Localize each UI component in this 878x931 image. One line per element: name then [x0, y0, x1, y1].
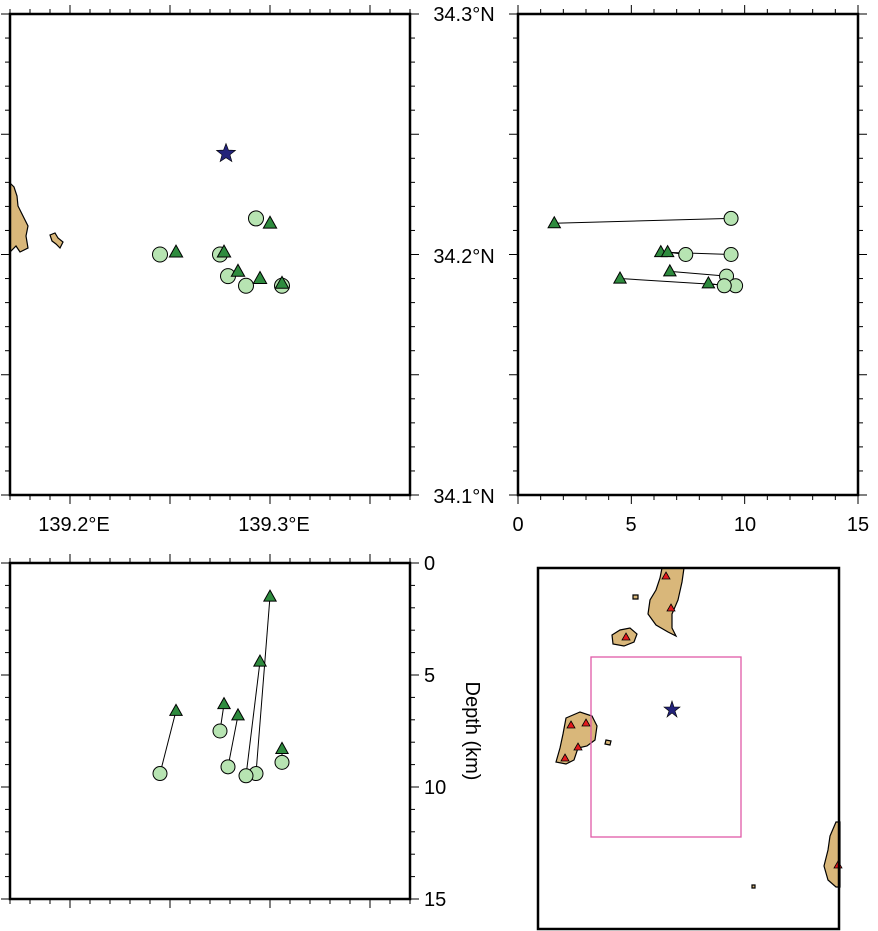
distance-plot-area: [547, 210, 744, 294]
depth-link-line: [159, 710, 177, 774]
depth-station-triangle: [274, 741, 290, 754]
inset-mainshock-star: [663, 700, 681, 718]
depth-tick-0: 0: [424, 553, 435, 575]
distance-tick-10: 10: [734, 514, 756, 536]
depth-panel: 0 5 10 15 Depth (km): [1, 553, 483, 911]
depth-tick-5: 5: [424, 665, 435, 687]
inset-stations: [560, 571, 843, 869]
depth-event-circle: [212, 723, 228, 739]
depth-plot-area: [152, 589, 290, 784]
depth-frame: [8, 561, 412, 901]
station-triangle: [168, 244, 184, 258]
distance-link-line: [554, 217, 732, 224]
inset-station-marker: [621, 632, 631, 641]
lat-label-34.3: 34.3°N: [433, 4, 494, 26]
event-circle: [248, 210, 264, 227]
station-triangle: [216, 244, 232, 258]
map-land: [9, 181, 64, 254]
distance-link-line: [669, 270, 727, 277]
lat-label-34.1: 34.1°N: [433, 486, 494, 508]
inset-station-marker: [661, 571, 671, 580]
lon-label-139.3: 139.3°E: [238, 514, 309, 536]
inset-map: [536, 566, 843, 931]
distance-event-circle: [678, 247, 694, 262]
depth-event-circle: [238, 768, 254, 784]
inset-station-marker: [573, 742, 583, 751]
distance-event-circle: [723, 247, 739, 262]
distance-event-circle: [723, 210, 739, 226]
inset-frame: [536, 566, 841, 931]
lon-label-139.2: 139.2°E: [38, 514, 109, 536]
inset-station-marker: [581, 718, 591, 727]
depth-link-line: [255, 596, 271, 774]
distance-station-triangle: [662, 263, 677, 277]
station-triangle: [262, 215, 278, 229]
distance-tick-5: 5: [625, 514, 636, 536]
map-frame: [8, 12, 412, 497]
depth-ticks: [1, 554, 419, 908]
depth-station-triangle: [230, 707, 246, 721]
study-area-box: [590, 656, 742, 838]
depth-link-line: [245, 661, 261, 776]
map-plot-area: [152, 142, 290, 294]
distance-tick-0: 0: [512, 514, 523, 536]
depth-axis-title: Depth (km): [461, 682, 483, 781]
depth-event-circle: [274, 754, 290, 770]
map-ticks: [1, 5, 419, 504]
distance-panel: 0 5 10 15: [509, 5, 869, 536]
station-triangle: [252, 270, 268, 284]
station-triangle: [230, 263, 246, 277]
depth-station-triangle: [168, 703, 184, 716]
event-circle: [238, 277, 254, 294]
distance-tick-15: 15: [847, 514, 869, 536]
depth-link-line: [227, 715, 239, 767]
station-triangle: [274, 275, 290, 289]
inset-station-marker: [566, 720, 576, 729]
inset-station-marker: [666, 603, 676, 612]
distance-station-triangle: [547, 215, 562, 229]
depth-event-circle: [152, 766, 168, 782]
depth-station-triangle: [252, 654, 268, 667]
depth-station-triangle: [262, 589, 278, 602]
distance-ticks: [509, 5, 867, 504]
distance-station-triangle: [660, 244, 675, 258]
lat-label-34.2: 34.2°N: [433, 246, 494, 268]
distance-station-triangle: [612, 271, 628, 284]
depth-event-circle: [220, 759, 236, 775]
depth-tick-15: 15: [424, 889, 446, 911]
distance-station-triangle: [701, 275, 716, 289]
map-panel: 139.2°E 139.3°E: [1, 5, 419, 536]
inset-station-marker: [560, 753, 570, 762]
event-circle: [152, 246, 168, 263]
depth-tick-10: 10: [424, 777, 446, 799]
inset-land: [555, 567, 841, 889]
mainshock-star: [215, 142, 237, 163]
depth-station-triangle: [216, 696, 232, 710]
distance-event-circle: [716, 278, 732, 294]
